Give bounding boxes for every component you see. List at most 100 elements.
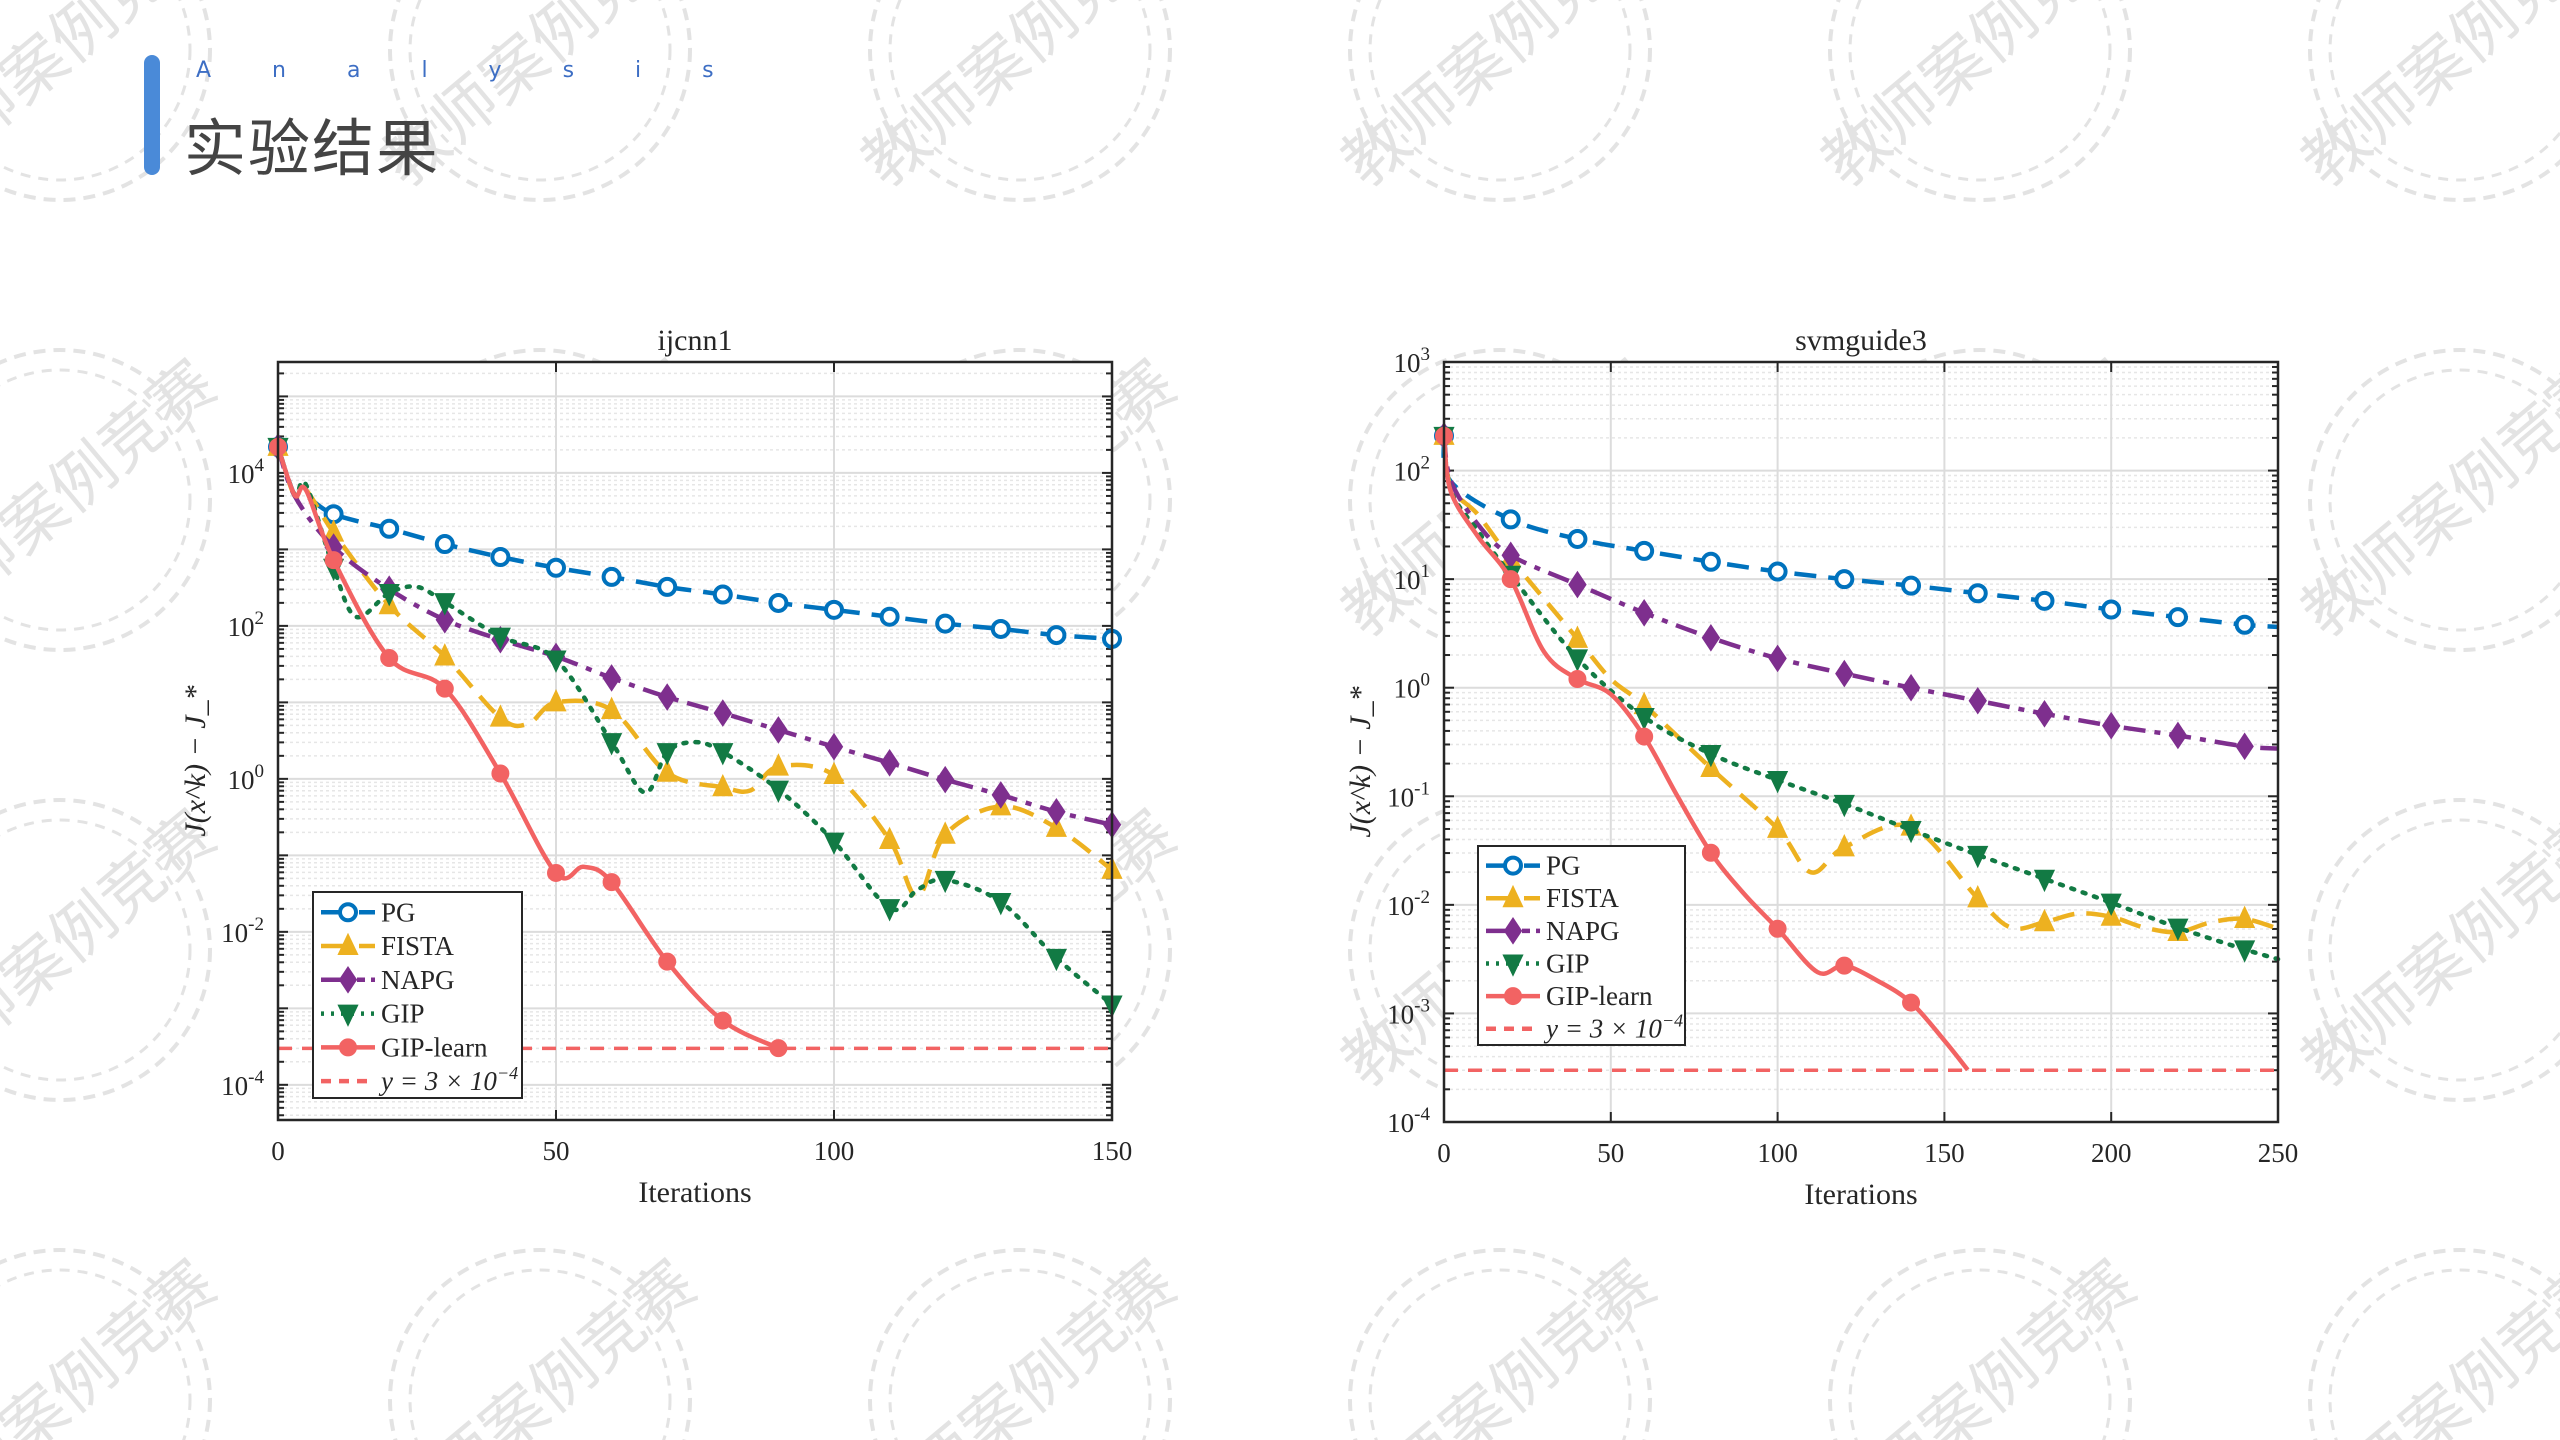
- data-point: [601, 696, 623, 720]
- x-tick-label: 50: [1597, 1138, 1624, 1168]
- data-point: [2168, 721, 2188, 750]
- legend-marker: [338, 966, 358, 994]
- legend-marker: [339, 1038, 357, 1057]
- data-point: [491, 764, 510, 783]
- legend-marker: [1504, 987, 1522, 1006]
- data-point: [713, 699, 733, 727]
- data-point: [2035, 699, 2054, 728]
- x-tick-label: 0: [271, 1136, 285, 1166]
- data-point: [489, 627, 511, 650]
- data-point: [1967, 885, 1989, 908]
- series-napg: [1434, 422, 2279, 761]
- y-tick-label: 10-4: [1387, 1104, 1430, 1138]
- data-point: [879, 899, 901, 922]
- series-line-napg: [275, 446, 1113, 827]
- legend-marker: [1503, 855, 1523, 876]
- data-point: [2100, 893, 2122, 917]
- x-tick-label: 250: [2258, 1138, 2299, 1168]
- legend-box: [1477, 845, 1686, 1046]
- x-axis-title: Iterations: [638, 1176, 751, 1209]
- data-point: [990, 618, 1011, 639]
- data-point: [1566, 625, 1589, 648]
- data-point: [2234, 614, 2255, 635]
- data-point: [546, 557, 566, 578]
- data-point: [879, 826, 901, 850]
- data-point: [1833, 833, 1855, 857]
- legend-item: FISTA: [1486, 883, 1619, 913]
- data-point: [823, 761, 845, 785]
- legend-marker: [1502, 884, 1524, 908]
- y-tick-label: 103: [1394, 344, 1431, 378]
- data-point: [435, 605, 455, 634]
- data-point: [934, 870, 956, 894]
- legend-label: FISTA: [1546, 883, 1619, 913]
- legend-item: GIP: [321, 999, 425, 1029]
- legend-item: PG: [1486, 851, 1581, 881]
- data-point: [991, 781, 1011, 809]
- data-point: [1967, 845, 1989, 869]
- data-point: [935, 613, 956, 634]
- axes-frame: [1442, 360, 2280, 1124]
- data-point: [380, 649, 399, 668]
- data-point: [1767, 561, 1788, 582]
- data-point: [1902, 993, 1921, 1012]
- data-point: [712, 773, 734, 797]
- x-tick-label: 150: [1092, 1136, 1133, 1166]
- legend-label: y = 3 × 10−4: [378, 1063, 518, 1096]
- data-point: [1568, 670, 1587, 689]
- data-point: [2234, 940, 2256, 963]
- x-tick-label: 200: [2091, 1138, 2132, 1168]
- data-point: [1967, 583, 1988, 604]
- legend-label: y = 3 × 10−4: [1543, 1011, 1683, 1044]
- data-point: [1767, 771, 1789, 794]
- data-point: [489, 704, 511, 727]
- legend-item: GIP-learn: [1486, 981, 1653, 1011]
- y-tick-label: 102: [228, 608, 265, 642]
- data-point: [1568, 570, 1587, 599]
- legend-item: FISTA: [321, 931, 454, 961]
- data-point: [1834, 569, 1855, 590]
- y-tick-label: 10-4: [221, 1067, 264, 1101]
- legend-item: PG: [321, 897, 416, 927]
- data-point: [1833, 794, 1855, 818]
- data-point: [1768, 919, 1787, 938]
- data-point: [769, 1039, 788, 1058]
- data-point: [1047, 797, 1066, 826]
- legend-item: NAPG: [321, 965, 455, 995]
- data-point: [768, 592, 789, 613]
- data-point: [713, 1011, 732, 1030]
- data-point: [2033, 869, 2056, 893]
- data-point: [656, 743, 678, 766]
- legend-label: NAPG: [381, 965, 455, 995]
- y-tick-label: 10-1: [1387, 778, 1430, 812]
- data-point: [657, 683, 677, 711]
- data-point: [2101, 599, 2122, 620]
- legend-marker: [1503, 917, 1523, 945]
- y-tick-label: 104: [228, 455, 265, 489]
- x-tick-label: 150: [1924, 1138, 1965, 1168]
- data-point: [1634, 540, 1655, 561]
- legend-item: y = 3 × 10−4: [321, 1063, 518, 1096]
- series-fista: [267, 433, 1123, 899]
- data-point: [379, 518, 400, 539]
- data-point: [601, 566, 622, 587]
- data-point: [602, 664, 621, 692]
- axes-frame: [276, 360, 1114, 1122]
- series-pg: [268, 436, 1122, 649]
- data-point: [767, 780, 789, 803]
- data-point: [1500, 509, 1521, 530]
- data-point: [1635, 727, 1654, 746]
- data-point: [1501, 570, 1520, 589]
- data-point: [879, 606, 900, 627]
- data-point: [1835, 659, 1854, 688]
- data-point: [880, 748, 899, 777]
- data-point: [658, 952, 677, 971]
- data-point: [657, 576, 678, 597]
- x-tick-label: 100: [1757, 1138, 1798, 1168]
- data-point: [769, 716, 788, 744]
- data-point: [601, 733, 623, 756]
- data-point: [1566, 649, 1589, 672]
- data-point: [1700, 551, 1721, 572]
- data-point: [2167, 918, 2189, 941]
